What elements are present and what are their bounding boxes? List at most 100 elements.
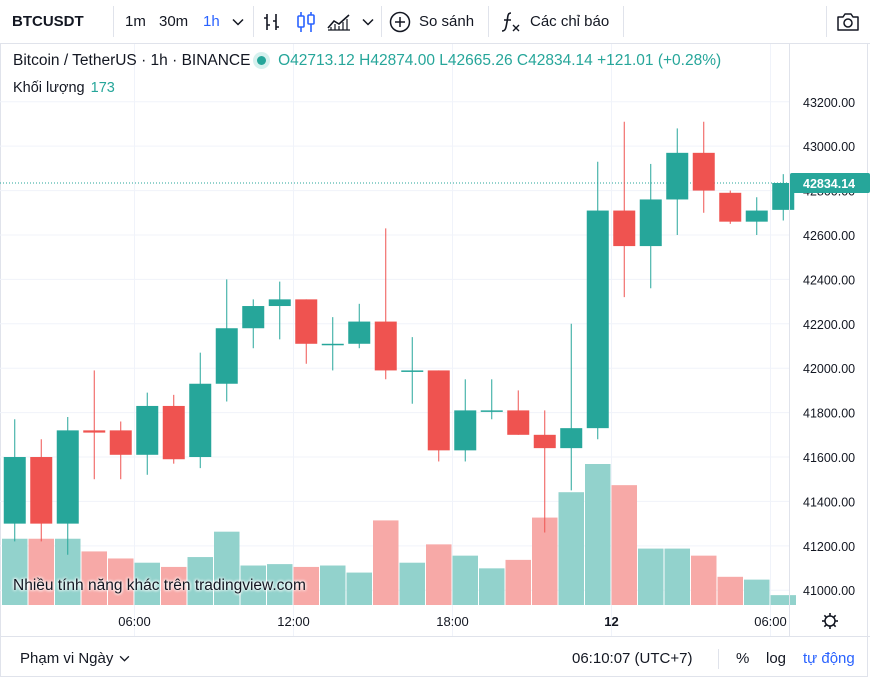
- log-label: log: [766, 649, 787, 667]
- gear-tooth: [832, 623, 837, 628]
- candle-body: [401, 370, 424, 372]
- bar-style-button[interactable]: [262, 0, 282, 43]
- volume-bar: [399, 562, 425, 605]
- toolbar-divider: [253, 6, 254, 37]
- auto-scale-toggle[interactable]: tự động: [803, 637, 855, 679]
- log-toggle[interactable]: log: [766, 637, 786, 679]
- volume-bar: [214, 531, 240, 605]
- price-tick-label: 42600.00: [803, 229, 855, 243]
- candles-icon: [297, 11, 315, 32]
- toolbar-divider: [113, 6, 114, 37]
- toolbar-divider: [381, 6, 382, 37]
- promo-link[interactable]: Nhiều tính năng khác trên tradingview.co…: [13, 577, 306, 594]
- volume-bar: [373, 520, 399, 605]
- interval-30m-button[interactable]: 30m: [159, 0, 188, 43]
- candle-body: [480, 410, 503, 412]
- toolbar-divider: [826, 6, 827, 37]
- time-axis-border: [0, 636, 870, 637]
- candle-body: [295, 299, 318, 344]
- bottom-toolbar: Phạm vi Ngày 06:10:07 (UTC+7) % log tự đ…: [0, 637, 870, 679]
- toolbar-divider: [488, 6, 489, 37]
- percent-label: %: [736, 649, 750, 667]
- volume-value: 173: [90, 80, 115, 96]
- time-tick-label: 06:00: [118, 614, 151, 629]
- percent-toggle[interactable]: %: [736, 637, 749, 679]
- close-label: C: [516, 52, 529, 69]
- interval-dropdown-button[interactable]: [232, 0, 244, 43]
- chart-style-dropdown-button[interactable]: [362, 0, 374, 43]
- candle-body: [427, 370, 450, 451]
- volume-bar: [267, 564, 293, 605]
- interval-1m-button[interactable]: 1m: [125, 0, 146, 43]
- volume-bar: [479, 568, 505, 605]
- ohlc-values: O42713.12 H42874.00 L42665.26 C42834.14 …: [278, 52, 721, 69]
- candles-style-button[interactable]: [295, 0, 317, 43]
- gear-tooth: [823, 614, 828, 619]
- toolbar-divider: [623, 6, 624, 37]
- last-price-label: 42834.14: [803, 177, 855, 191]
- volume-bar: [744, 579, 770, 605]
- gear-tooth: [823, 623, 828, 628]
- candle-body: [533, 434, 556, 449]
- volume-bar: [240, 565, 266, 605]
- date-range-label: Phạm vi Ngày: [20, 649, 114, 667]
- open-label: O: [278, 52, 291, 69]
- candle-body: [507, 410, 530, 435]
- timezone-button[interactable]: 06:10:07 (UTC+7): [572, 637, 692, 679]
- compare-button[interactable]: So sánh: [389, 0, 474, 43]
- price-tick-label: 41000.00: [803, 584, 855, 598]
- price-tick-label: 43000.00: [803, 140, 855, 154]
- indicators-label: Các chỉ báo: [530, 13, 610, 30]
- compare-label: So sánh: [419, 13, 475, 30]
- candle-body: [586, 210, 609, 429]
- price-chart[interactable]: 41000.00 41200.00 41400.00 41600.00 41800.00…: [0, 44, 870, 636]
- gear-tooth: [832, 614, 837, 619]
- interval-label: 1h: [203, 13, 220, 30]
- chart-legend: Bitcoin / TetherUS · 1h · BINANCE O42713…: [13, 52, 721, 70]
- interval-label: 30m: [159, 13, 189, 30]
- plus-circle-icon: [389, 11, 411, 32]
- volume-bar: [664, 548, 690, 605]
- screenshot-button[interactable]: [836, 0, 860, 43]
- time-tick-label: 06:00: [754, 614, 787, 629]
- time-tick-label: 12: [604, 614, 618, 629]
- volume-bar: [293, 566, 319, 605]
- symbol-search-button[interactable]: BTCUSDT: [12, 0, 84, 43]
- candle-body: [692, 152, 715, 191]
- chevron-down-icon: [232, 18, 244, 26]
- open-value: 42713.12: [290, 52, 355, 69]
- market-status-dot[interactable]: [256, 56, 266, 66]
- camera-icon: [837, 12, 859, 31]
- gear-ring: [824, 615, 836, 627]
- close-value: 42834.14: [528, 52, 593, 69]
- volume-bar: [161, 566, 187, 605]
- candle-body: [83, 430, 106, 433]
- price-tick-label: 41800.00: [803, 407, 855, 421]
- candle-body: [162, 405, 185, 460]
- candle-body: [719, 192, 742, 222]
- volume-bar: [585, 464, 611, 605]
- area-icon: [327, 13, 350, 31]
- volume-bar: [505, 559, 531, 605]
- gear-icon[interactable]: [822, 613, 838, 629]
- interval-label: 1m: [125, 13, 146, 30]
- price-axis-border: [789, 44, 790, 636]
- indicators-button[interactable]: Các chỉ báo: [500, 0, 609, 43]
- instrument-title: Bitcoin / TetherUS · 1h · BINANCE: [13, 52, 251, 69]
- volume-bar: [426, 544, 452, 605]
- price-tick-label: 42000.00: [803, 362, 855, 376]
- volume-bar: [770, 595, 796, 605]
- low-label: L: [439, 52, 448, 69]
- candle-body: [666, 152, 689, 200]
- volume-bar: [108, 558, 134, 605]
- volume-bar: [691, 555, 717, 605]
- interval-1h-button[interactable]: 1h: [203, 0, 220, 43]
- candle-body: [613, 210, 636, 247]
- candle-body: [454, 410, 477, 451]
- chevron-down-icon: [120, 655, 130, 662]
- volume-bar: [81, 551, 107, 605]
- area-style-button[interactable]: [327, 0, 351, 43]
- chevron-down-icon: [362, 18, 374, 26]
- volume-label: Khối lượng: [13, 80, 85, 96]
- date-range-button[interactable]: Phạm vi Ngày: [20, 637, 130, 679]
